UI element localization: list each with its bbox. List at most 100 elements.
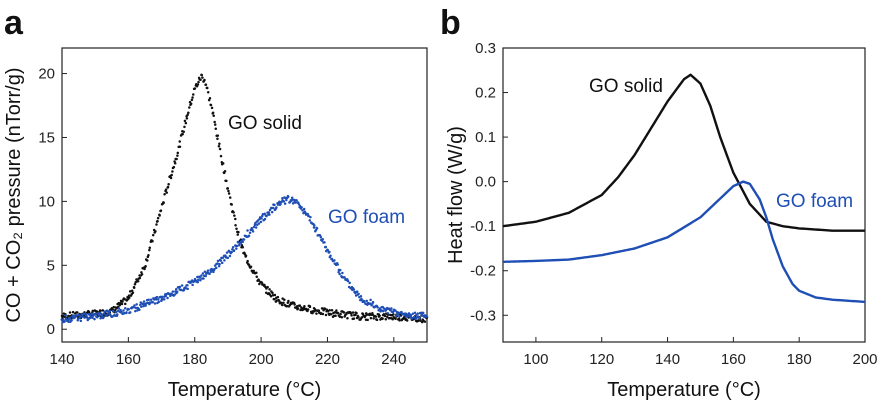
data-point — [260, 217, 263, 220]
data-point — [77, 313, 80, 317]
data-point — [279, 202, 282, 206]
data-point — [201, 76, 204, 79]
data-point — [246, 229, 249, 232]
data-point — [190, 98, 194, 102]
data-point — [263, 217, 267, 221]
data-point — [334, 314, 337, 317]
data-point — [93, 317, 96, 321]
data-point — [199, 279, 202, 282]
data-point — [166, 296, 169, 300]
data-point — [340, 316, 344, 319]
data-point — [248, 231, 252, 235]
data-point — [315, 227, 319, 230]
data-point — [154, 230, 157, 233]
data-point — [323, 241, 326, 244]
data-point — [317, 309, 321, 312]
data-point — [241, 240, 244, 244]
y-tick-label: 0.2 — [475, 85, 496, 102]
data-point — [342, 311, 346, 314]
x-tick-label: 120 — [589, 351, 614, 368]
data-point — [118, 303, 122, 307]
data-point — [383, 314, 387, 318]
data-point — [112, 309, 115, 313]
data-point — [67, 320, 70, 323]
data-point — [417, 319, 420, 322]
data-point — [98, 314, 101, 317]
data-point — [257, 222, 261, 225]
data-point — [181, 132, 184, 136]
data-point — [127, 294, 131, 297]
data-point — [337, 270, 340, 274]
data-point — [282, 200, 286, 203]
data-point — [187, 111, 190, 115]
x-tick-label: 220 — [315, 351, 340, 368]
data-point — [148, 248, 151, 252]
data-point — [419, 319, 422, 322]
data-point — [258, 282, 261, 286]
data-point — [185, 117, 189, 120]
series-label: GO foam — [328, 207, 405, 228]
data-point — [313, 224, 316, 227]
data-point — [186, 284, 189, 287]
data-point — [228, 196, 232, 199]
data-point — [352, 288, 356, 291]
data-point — [103, 310, 106, 313]
y-tick-label: 20 — [38, 66, 55, 83]
y-tick-label: 0 — [47, 321, 55, 338]
data-point — [139, 303, 142, 307]
data-point — [321, 312, 325, 316]
y-tick-label: 0.3 — [475, 40, 496, 57]
series-line — [502, 180, 866, 304]
data-point — [336, 263, 339, 266]
data-point — [226, 187, 230, 190]
series-go-solid — [502, 73, 865, 232]
data-point — [134, 309, 137, 313]
data-point — [206, 91, 210, 94]
data-point — [132, 286, 136, 289]
data-point — [249, 265, 253, 269]
data-point — [128, 290, 132, 293]
data-point — [153, 302, 157, 305]
data-point — [254, 221, 257, 225]
data-point — [234, 217, 237, 221]
series-label: GO solid — [228, 113, 302, 134]
data-point — [302, 207, 306, 211]
data-point — [91, 309, 95, 313]
data-point — [268, 288, 271, 291]
data-point — [191, 96, 194, 99]
data-point — [83, 316, 86, 319]
data-point — [173, 293, 176, 296]
data-point — [235, 227, 238, 230]
data-point — [386, 312, 390, 315]
data-point — [416, 312, 420, 315]
data-point — [359, 294, 363, 298]
data-point — [223, 259, 226, 262]
data-point — [394, 317, 397, 320]
chart-panel-a: 140 160 180 200 220 240 0 5 10 15 20 Temperature (°… — [3, 47, 429, 401]
data-point — [171, 290, 175, 293]
data-point — [230, 250, 233, 254]
data-point — [133, 282, 137, 286]
x-tick-label: 100 — [523, 351, 548, 368]
data-point — [206, 86, 209, 90]
y-tick-label: 5 — [47, 257, 55, 274]
data-point — [116, 313, 119, 316]
data-point — [230, 203, 233, 206]
data-point — [112, 305, 116, 309]
data-point — [357, 316, 360, 319]
data-point — [303, 304, 306, 308]
data-point — [155, 298, 158, 301]
data-point — [138, 308, 141, 311]
x-tick-label: 180 — [182, 351, 207, 368]
data-point — [213, 123, 217, 126]
data-point — [174, 288, 178, 291]
data-point — [267, 211, 271, 214]
data-point — [232, 211, 235, 214]
data-point — [255, 275, 258, 279]
data-point — [217, 145, 221, 148]
data-point — [100, 312, 103, 316]
data-point — [286, 195, 290, 199]
data-point — [323, 307, 327, 311]
data-point — [196, 280, 200, 284]
